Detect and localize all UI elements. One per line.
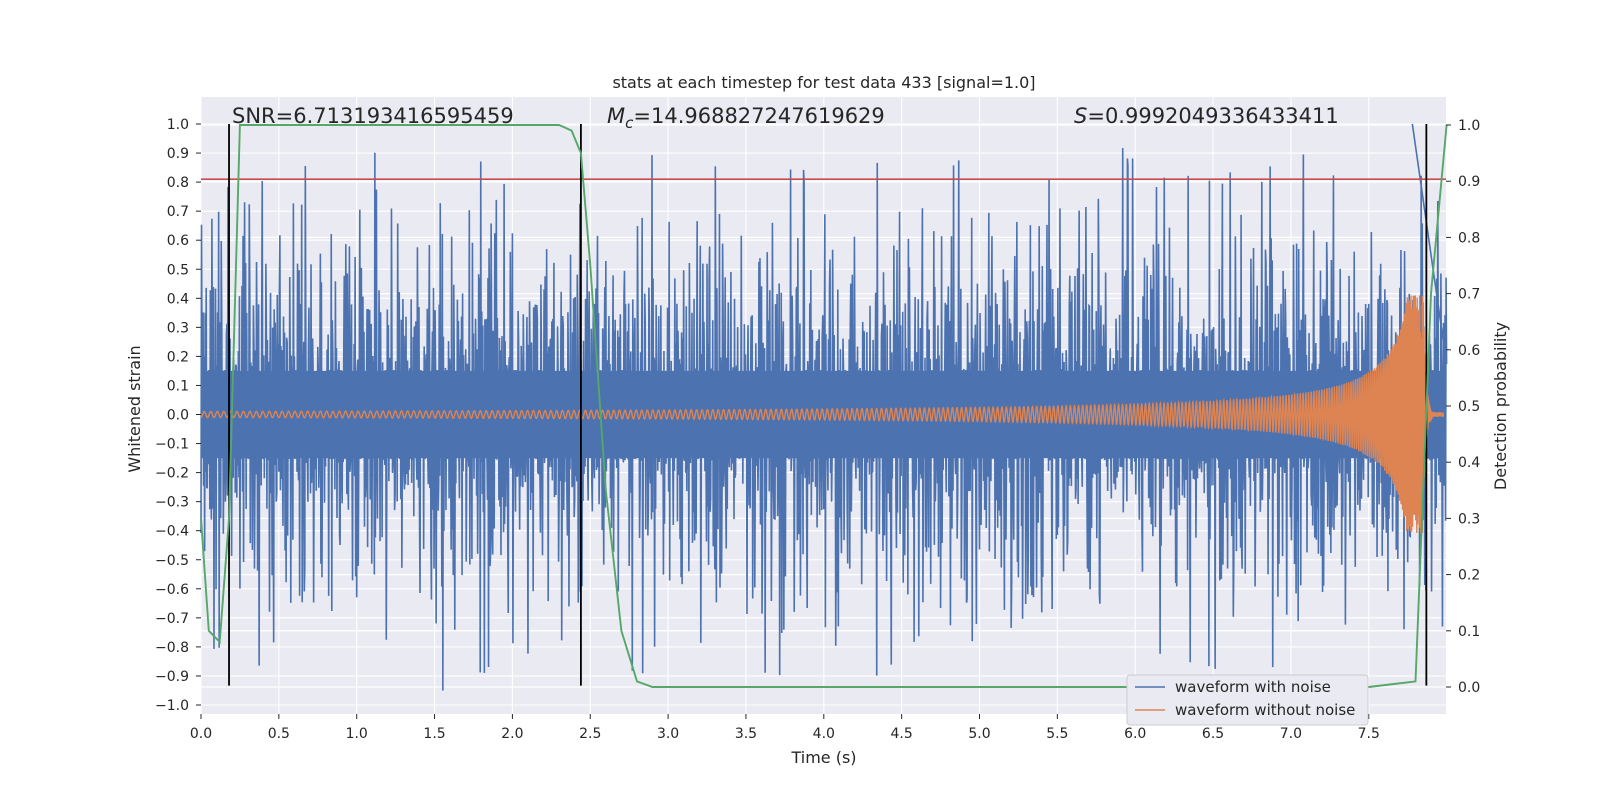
y-tick-label: 0.4 <box>167 291 189 307</box>
y-tick-label: −0.9 <box>155 669 189 685</box>
snr-annotation: SNR=6.713193416595459 <box>232 104 514 128</box>
y2-tick-label: 0.1 <box>1458 624 1480 640</box>
chart-title: stats at each timestep for test data 433… <box>612 73 1035 92</box>
y-tick-label: −0.2 <box>155 466 189 482</box>
clean-waveform-path <box>200 295 1445 534</box>
y-tick-label: −0.8 <box>155 640 189 656</box>
x-tick-label: 0.0 <box>190 726 212 742</box>
legend-box <box>1126 674 1369 726</box>
y2-tick-label: 0.8 <box>1458 230 1480 246</box>
x-tick-label: 2.5 <box>579 726 601 742</box>
x-tick-label: 3.5 <box>735 726 757 742</box>
x-axis-ticks: 0.0 0.5 1.0 1.5 2.0 2.5 3.0 3.5 4.0 4.5 5.0 5.5 6.0 6… <box>190 714 1380 742</box>
series-waveform-with-noise <box>200 123 1448 691</box>
x-axis-label: Time (s) <box>790 748 856 767</box>
y-tick-label: −0.4 <box>155 524 189 540</box>
y-tick-label: −0.7 <box>155 611 189 627</box>
legend-label-clean: waveform without noise <box>1175 701 1355 719</box>
y2-tick-label: 0.6 <box>1458 343 1480 359</box>
y-tick-label: 0.1 <box>167 378 189 394</box>
y-tick-label: 0.9 <box>167 146 189 162</box>
x-tick-label: 5.0 <box>968 726 990 742</box>
y-tick-label: −1.0 <box>155 698 189 714</box>
y2-tick-label: 0.2 <box>1458 568 1480 584</box>
y-tick-label: 0.8 <box>167 175 189 191</box>
y-tick-label: −0.3 <box>155 495 189 511</box>
x-tick-label: 2.0 <box>501 726 523 742</box>
y2-tick-label: 0.7 <box>1458 287 1480 303</box>
noise-waveform-path <box>200 123 1448 691</box>
legend: waveform with noise waveform without noi… <box>1126 674 1369 726</box>
y-tick-label: 0.6 <box>167 233 189 249</box>
x-tick-label: 6.0 <box>1124 726 1146 742</box>
y2-tick-label: 1.0 <box>1458 118 1480 134</box>
y2-tick-label: 0.4 <box>1458 455 1480 471</box>
x-tick-label: 6.5 <box>1202 726 1224 742</box>
x-tick-label: 0.5 <box>268 726 290 742</box>
x-tick-label: 4.5 <box>891 726 913 742</box>
x-tick-label: 3.0 <box>657 726 679 742</box>
y-axis-label: Whitened strain <box>125 345 144 472</box>
chirp-mass-annotation: Mc=14.968827247619629 <box>607 104 885 132</box>
y-tick-label: 0.0 <box>167 408 189 424</box>
series-waveform-without-noise <box>200 295 1445 534</box>
y-tick-label: −0.1 <box>155 437 189 453</box>
x-tick-label: 1.5 <box>423 726 445 742</box>
x-tick-label: 7.5 <box>1358 726 1380 742</box>
y-tick-label: 0.5 <box>167 262 189 278</box>
y-tick-label: 0.2 <box>167 349 189 365</box>
y-tick-label: 1.0 <box>167 117 189 133</box>
y-tick-label: −0.6 <box>155 582 189 598</box>
significance-annotation: S=0.9992049336433411 <box>1074 104 1339 128</box>
x-tick-label: 5.5 <box>1046 726 1068 742</box>
x-tick-label: 4.0 <box>813 726 835 742</box>
y-tick-label: −0.5 <box>155 553 189 569</box>
y-tick-label: 0.3 <box>167 320 189 336</box>
x-tick-label: 1.0 <box>346 726 368 742</box>
legend-label-noise: waveform with noise <box>1175 678 1331 696</box>
y2-axis-ticks: 1.0 0.9 0.8 0.7 0.6 0.5 0.4 0.3 0.2 0.1 0.0 <box>1446 118 1480 696</box>
probability-line <box>200 124 1448 688</box>
y2-tick-label: 0.0 <box>1458 680 1480 696</box>
series-detection-probability <box>200 124 1448 688</box>
y2-tick-label: 0.3 <box>1458 511 1480 527</box>
y2-tick-label: 0.5 <box>1458 399 1480 415</box>
y2-axis-label: Detection probability <box>1491 322 1510 490</box>
x-tick-label: 7.0 <box>1280 726 1302 742</box>
y-axis-ticks: 1.0 0.9 0.8 0.7 0.6 0.5 0.4 0.3 0.2 0.1 0.0 −0.1 −0.… <box>155 117 201 714</box>
y2-tick-label: 0.9 <box>1458 174 1480 190</box>
y-tick-label: 0.7 <box>167 204 189 220</box>
